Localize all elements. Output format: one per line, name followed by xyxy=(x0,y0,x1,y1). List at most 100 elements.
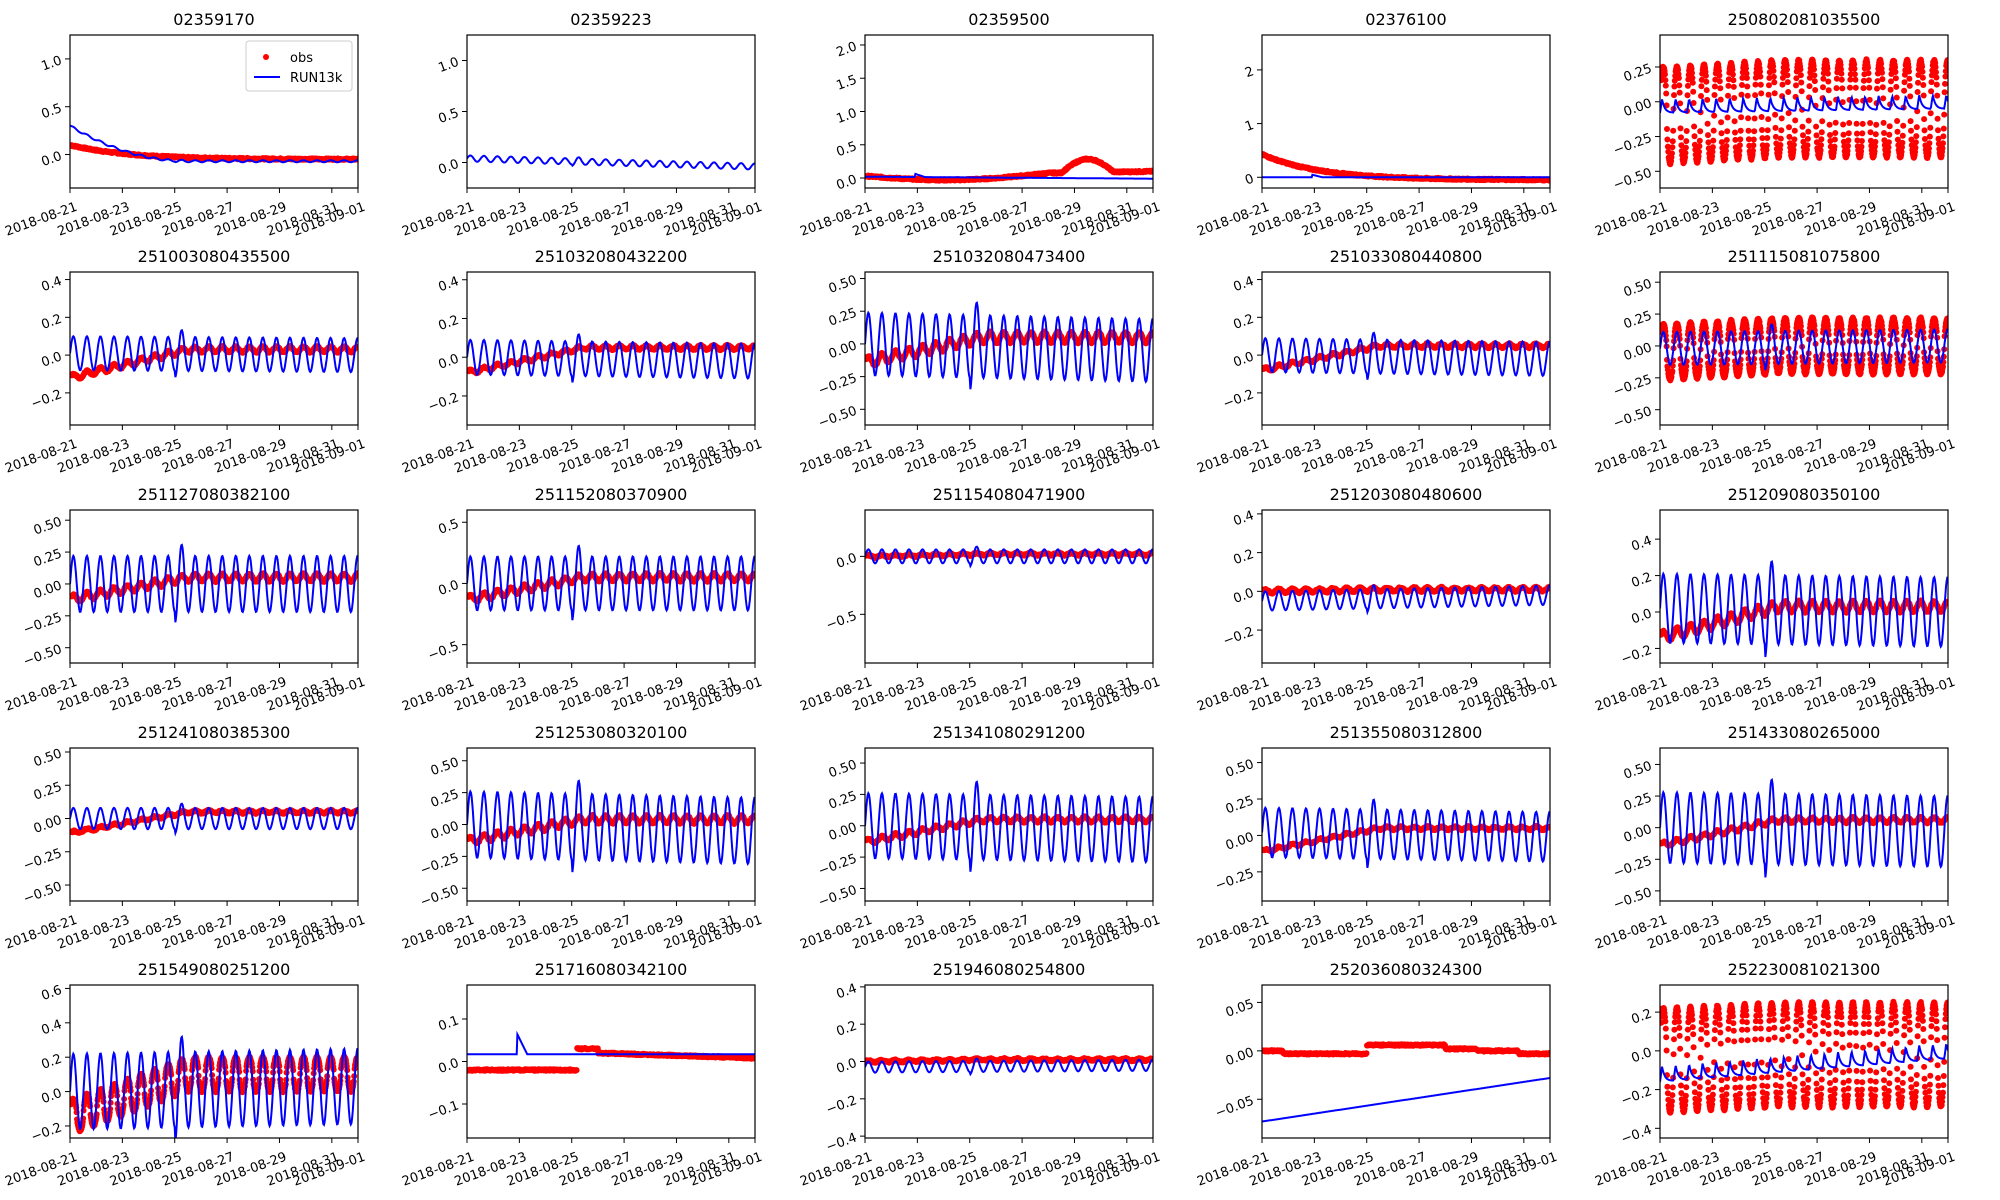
obs-point xyxy=(1865,70,1872,77)
obs-point xyxy=(1662,71,1668,78)
subplot-title: 251032080473400 xyxy=(933,247,1086,266)
obs-point xyxy=(1811,322,1818,329)
obs-point xyxy=(1839,99,1846,106)
obs-point xyxy=(1894,136,1901,143)
obs-point xyxy=(1813,123,1820,130)
obs-point xyxy=(1866,96,1873,103)
obs-point xyxy=(1709,153,1716,160)
obs-point xyxy=(1752,81,1759,88)
obs-point xyxy=(1777,142,1784,148)
obs-point xyxy=(1664,143,1671,150)
obs-point xyxy=(1765,91,1772,98)
obs-point xyxy=(1900,122,1907,129)
obs-point xyxy=(1840,131,1847,138)
model-line xyxy=(1262,331,1550,380)
obs-point xyxy=(1797,72,1804,79)
obs-point xyxy=(1689,70,1695,76)
obs-point xyxy=(1711,83,1718,90)
obs-point xyxy=(1886,123,1893,130)
obs-point xyxy=(1927,110,1934,117)
obs-point xyxy=(1893,94,1900,101)
obs-point xyxy=(1766,82,1772,89)
obs-point xyxy=(1695,153,1702,160)
obs-point xyxy=(1941,111,1948,118)
y-tick-label: 0.2 xyxy=(1232,312,1257,333)
obs-point xyxy=(1696,137,1703,144)
obs-point xyxy=(1846,120,1853,126)
obs-point xyxy=(1663,90,1670,97)
plot-area xyxy=(865,300,1153,390)
y-tick-label: 2 xyxy=(1243,64,1256,81)
obs-point xyxy=(1851,65,1858,72)
y-tick-label: −0.2 xyxy=(426,390,461,415)
obs-point xyxy=(1676,89,1683,96)
obs-point xyxy=(1744,92,1751,99)
obs-point xyxy=(1725,92,1731,99)
y-tick-label: 1.5 xyxy=(835,73,860,94)
obs-point xyxy=(1878,60,1885,67)
obs-point xyxy=(1546,176,1550,183)
obs-point xyxy=(1763,142,1770,149)
obs-point xyxy=(1724,114,1731,121)
y-tick-label: 1.0 xyxy=(40,53,65,74)
plot-area xyxy=(1262,331,1550,380)
obs-point xyxy=(1912,139,1919,146)
obs-point xyxy=(1716,324,1723,331)
model-line xyxy=(865,300,1153,390)
obs-point xyxy=(1678,142,1685,149)
y-tick-label: 0.0 xyxy=(1232,349,1257,370)
obs-point xyxy=(1915,79,1921,86)
obs-point xyxy=(1772,111,1779,118)
obs-point xyxy=(1677,125,1684,132)
obs-point xyxy=(1689,74,1696,81)
subplot: 023592230.00.51.02018-08-212018-08-23201… xyxy=(400,10,764,240)
obs-point xyxy=(1820,75,1827,82)
obs-point xyxy=(1820,84,1826,91)
obs-point xyxy=(1786,124,1792,131)
subplot-title: 250802081035500 xyxy=(1728,10,1881,29)
y-tick-label: 0.4 xyxy=(40,274,65,295)
obs-point xyxy=(1670,127,1677,134)
obs-point xyxy=(1804,142,1811,149)
subplot: 023595000.00.51.01.52.02018-08-212018-08… xyxy=(798,10,1162,240)
obs-point xyxy=(1942,73,1948,80)
obs-point xyxy=(1799,123,1806,130)
obs-point xyxy=(1703,87,1710,94)
obs-point xyxy=(1664,136,1671,143)
obs-point xyxy=(1831,143,1838,150)
obs-point xyxy=(1932,64,1939,71)
obs-point xyxy=(1731,95,1738,101)
obs-point xyxy=(1872,138,1879,145)
obs-point xyxy=(1743,65,1749,72)
model-line xyxy=(70,124,358,164)
axes-frame xyxy=(466,271,756,426)
subplot: 251032080473400−0.50−0.250.000.250.50201… xyxy=(798,247,1162,477)
obs-point xyxy=(1793,75,1800,82)
obs-point xyxy=(1698,76,1705,83)
obs-point xyxy=(1844,147,1851,154)
obs-point xyxy=(1865,64,1871,71)
obs-point xyxy=(1845,137,1852,144)
subplot-title: 251032080432200 xyxy=(535,247,688,266)
obs-point xyxy=(1871,148,1878,155)
obs-point xyxy=(1711,92,1718,98)
y-tick-label: 0.4 xyxy=(437,274,462,295)
obs-point xyxy=(1682,150,1689,156)
obs-point xyxy=(1824,70,1831,77)
obs-point xyxy=(1851,71,1858,78)
obs-point xyxy=(1770,73,1777,80)
y-tick-label: 0.2 xyxy=(40,312,65,333)
subplot-title: 251115081075800 xyxy=(1728,247,1881,266)
obs-point xyxy=(1879,69,1885,76)
obs-point xyxy=(1723,143,1730,149)
obs-point xyxy=(1736,152,1743,159)
obs-point xyxy=(1885,144,1892,151)
plot-area xyxy=(467,333,755,383)
subplot-title: 251003080435500 xyxy=(138,247,291,266)
obs-point xyxy=(1770,67,1777,74)
obs-point xyxy=(1709,366,1716,373)
obs-point xyxy=(1684,92,1691,99)
y-tick-label: 0.5 xyxy=(437,106,462,127)
obs-point xyxy=(1944,57,1948,64)
obs-point xyxy=(1684,82,1691,89)
